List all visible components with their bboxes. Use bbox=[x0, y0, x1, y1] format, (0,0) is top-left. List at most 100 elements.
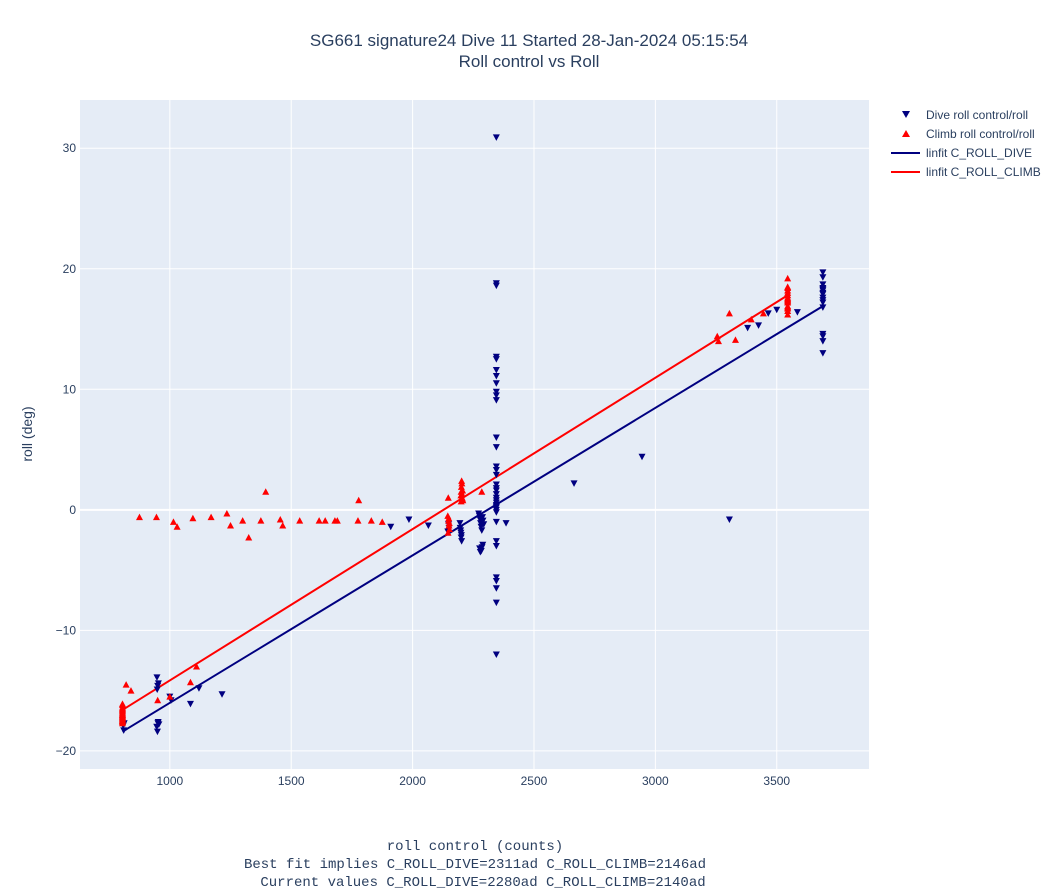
data-point bbox=[570, 480, 578, 487]
data-point bbox=[492, 509, 500, 516]
data-point bbox=[479, 514, 487, 521]
data-point bbox=[245, 534, 253, 541]
data-point bbox=[153, 686, 161, 693]
data-point bbox=[257, 517, 265, 524]
data-point bbox=[118, 719, 126, 727]
data-point bbox=[223, 509, 231, 517]
data-point bbox=[444, 529, 452, 536]
legend-item-dive-markers[interactable]: Dive roll control/roll bbox=[902, 108, 1028, 122]
data-point bbox=[405, 516, 413, 523]
triangle-up-icon bbox=[902, 130, 910, 137]
data-point bbox=[492, 585, 500, 592]
data-point bbox=[457, 483, 465, 490]
data-point bbox=[445, 519, 453, 527]
data-point bbox=[819, 269, 827, 276]
data-point bbox=[296, 517, 304, 524]
data-point bbox=[457, 488, 465, 495]
data-point bbox=[819, 274, 827, 281]
data-point bbox=[218, 691, 226, 698]
data-point bbox=[784, 307, 792, 314]
data-point bbox=[154, 720, 162, 727]
data-point bbox=[478, 527, 486, 534]
data-point bbox=[480, 521, 488, 528]
x-tick-label: 1500 bbox=[278, 774, 305, 788]
legend: Dive roll control/roll Climb roll contro… bbox=[891, 108, 1041, 179]
data-point bbox=[122, 681, 130, 688]
data-point bbox=[492, 463, 500, 470]
data-point bbox=[169, 518, 177, 525]
data-point bbox=[819, 289, 827, 297]
data-point bbox=[764, 310, 772, 317]
data-point bbox=[492, 481, 500, 489]
data-point bbox=[193, 663, 201, 670]
gridlines bbox=[80, 100, 869, 769]
data-point bbox=[477, 547, 485, 555]
data-point bbox=[276, 515, 284, 523]
data-point bbox=[492, 503, 500, 510]
data-point bbox=[458, 538, 466, 545]
data-point bbox=[492, 574, 500, 581]
data-point bbox=[456, 520, 464, 527]
data-point bbox=[492, 367, 500, 374]
data-point bbox=[747, 315, 755, 323]
data-point bbox=[479, 517, 487, 525]
data-point bbox=[118, 711, 126, 718]
data-point bbox=[154, 696, 162, 704]
legend-item-dive-fit[interactable]: linfit C_ROLL_DIVE bbox=[891, 146, 1032, 160]
data-point bbox=[195, 685, 203, 692]
x-axis-title: roll control (counts) bbox=[387, 839, 563, 855]
data-point bbox=[784, 303, 792, 311]
data-point bbox=[457, 532, 465, 539]
y-tick-label: 10 bbox=[63, 382, 77, 396]
data-point bbox=[153, 728, 161, 736]
data-point bbox=[638, 453, 646, 461]
data-point bbox=[819, 297, 827, 304]
data-point bbox=[492, 397, 500, 404]
data-point bbox=[456, 524, 464, 532]
data-point bbox=[492, 518, 500, 526]
data-point bbox=[367, 517, 375, 524]
data-point bbox=[354, 517, 362, 524]
data-point bbox=[793, 309, 801, 316]
legend-label-dive-fit: linfit C_ROLL_DIVE bbox=[926, 146, 1032, 160]
data-point bbox=[725, 309, 733, 317]
legend-item-climb-fit[interactable]: linfit C_ROLL_CLIMB bbox=[891, 165, 1041, 179]
data-point bbox=[492, 373, 500, 380]
y-axis-title: roll (deg) bbox=[19, 406, 35, 461]
data-point bbox=[819, 333, 827, 340]
data-point bbox=[492, 577, 500, 585]
y-tick-label: −10 bbox=[56, 623, 77, 637]
data-point bbox=[492, 134, 500, 141]
data-point bbox=[135, 513, 143, 521]
y-tick-label: −20 bbox=[56, 744, 77, 758]
legend-item-climb-markers[interactable]: Climb roll control/roll bbox=[902, 127, 1035, 141]
data-series bbox=[118, 134, 827, 736]
data-point bbox=[239, 517, 247, 524]
data-point bbox=[492, 651, 500, 658]
data-point bbox=[127, 687, 135, 694]
data-point bbox=[492, 485, 500, 492]
data-point bbox=[784, 283, 792, 290]
data-point bbox=[315, 517, 323, 524]
legend-label-climb-fit: linfit C_ROLL_CLIMB bbox=[926, 165, 1041, 179]
data-point bbox=[355, 496, 363, 504]
data-point bbox=[492, 434, 500, 442]
data-point bbox=[478, 488, 486, 495]
data-point bbox=[819, 338, 827, 345]
data-point bbox=[492, 380, 500, 387]
x-tick-label: 3000 bbox=[642, 774, 669, 788]
triangle-down-icon bbox=[902, 111, 910, 118]
data-point bbox=[492, 491, 500, 498]
series-linfit-c-roll-dive bbox=[121, 305, 824, 733]
data-point bbox=[189, 514, 197, 522]
data-point bbox=[458, 494, 466, 501]
data-point bbox=[784, 297, 792, 305]
data-point bbox=[819, 286, 827, 293]
x-tick-label: 1000 bbox=[156, 774, 183, 788]
data-point bbox=[279, 522, 287, 529]
chart-title: SG661 signature24 Dive 11 Started 28-Jan… bbox=[310, 31, 748, 50]
data-point bbox=[154, 680, 162, 687]
data-point bbox=[492, 599, 500, 607]
data-point bbox=[152, 513, 160, 521]
